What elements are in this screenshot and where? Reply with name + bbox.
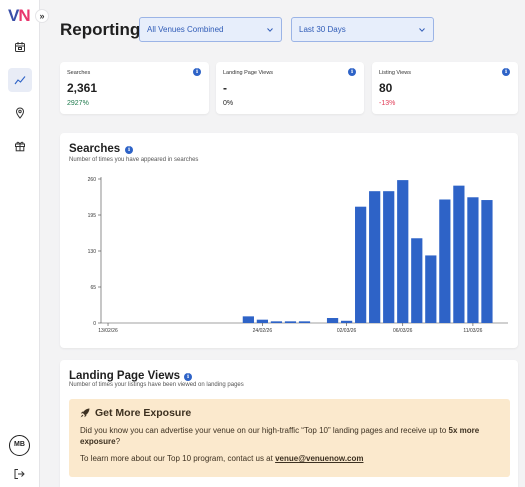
bar-26/02/26[interactable] (284, 321, 297, 323)
promo-contact: To learn more about our Top 10 program, … (80, 454, 364, 463)
y-tick-label: 130 (88, 249, 97, 255)
bar-24/02/26[interactable] (256, 319, 269, 323)
venue-select-value: All Venues Combined (147, 25, 224, 34)
searches-panel: Searches i Number of times you have appe… (60, 133, 518, 348)
venuenow-logo[interactable]: VN (8, 6, 31, 26)
promo-title: Get More Exposure (95, 407, 192, 419)
bar-08/03/26[interactable] (425, 255, 437, 323)
x-tick-label: 11/03/26 (463, 328, 482, 334)
searches-bar-chart: 0 65 130 195 260 13/02/26 24/02/26 02/03/26 06/0… (88, 177, 508, 334)
page-title: Reporting (60, 20, 141, 39)
searches-title: Searches (69, 143, 121, 155)
stat-card-searches: Searches i 2,361 2927% (60, 62, 209, 114)
x-tick-label: 06/03/26 (393, 328, 413, 334)
contact-email-link[interactable]: venue@venuenow.com (275, 454, 364, 463)
sidebar: VN » MB (0, 0, 49, 487)
promo-text: Did you know you can advertise your venu… (80, 426, 480, 446)
stat-value: - (223, 81, 227, 95)
logout-icon[interactable] (13, 468, 25, 480)
info-icon[interactable]: i (348, 68, 356, 76)
stat-value: 2,361 (67, 81, 98, 95)
bar-09/03/26[interactable] (439, 199, 451, 323)
trend-chart-icon (14, 76, 26, 85)
searches-subtitle: Number of times you have appeared in sea… (69, 157, 199, 163)
stat-card-landing-page-views: Landing Page Views i - 0% (216, 62, 364, 114)
gift-icon (15, 141, 25, 152)
stat-change: 2927% (67, 100, 89, 107)
stat-change: -13% (379, 100, 396, 107)
y-tick-label: 260 (88, 177, 97, 183)
expand-sidebar-button[interactable]: » (35, 9, 49, 23)
date-range-select[interactable]: Last 30 Days (291, 17, 434, 42)
location-pin-icon (15, 107, 25, 119)
y-tick-label: 195 (88, 213, 97, 219)
stat-value: 80 (379, 81, 393, 95)
sidebar-item-locations[interactable] (8, 101, 32, 125)
stat-label: Listing Views (379, 70, 411, 76)
bar-27/02/26[interactable] (298, 321, 311, 323)
info-icon[interactable]: i (125, 146, 133, 154)
bar-02/03/26[interactable] (340, 320, 353, 323)
chevron-down-icon (419, 28, 425, 32)
sidebar-item-offers[interactable] (8, 134, 32, 158)
bar-11/03/26[interactable] (467, 197, 479, 323)
landing-title: Landing Page Views (69, 370, 180, 382)
info-icon[interactable]: i (502, 68, 510, 76)
logo-letter-v: V (8, 6, 19, 25)
stat-label: Landing Page Views (223, 70, 274, 76)
x-tick-label: 13/02/26 (98, 328, 118, 334)
stat-change: 0% (223, 100, 234, 107)
chevron-down-icon (267, 28, 273, 32)
bar-03/03/26[interactable] (355, 206, 367, 323)
bar-25/02/26[interactable] (270, 321, 283, 323)
promo-banner: Get More Exposure Did you know you can a… (69, 399, 510, 477)
info-icon[interactable]: i (193, 68, 201, 76)
bar-12/03/26[interactable] (481, 200, 493, 323)
sidebar-item-reporting[interactable] (8, 68, 32, 92)
bar-05/03/26[interactable] (383, 191, 395, 323)
bar-04/03/26[interactable] (369, 191, 381, 323)
x-tick-label: 24/02/26 (253, 328, 273, 334)
date-range-value: Last 30 Days (299, 25, 346, 34)
bar-07/03/26[interactable] (411, 238, 423, 323)
user-avatar[interactable]: MB (9, 435, 30, 456)
stat-label: Searches (67, 70, 91, 76)
landing-subtitle: Number of times your listings have been … (69, 382, 244, 388)
y-tick-label: 65 (90, 285, 96, 291)
info-icon[interactable]: i (184, 373, 192, 381)
bar-23/02/26[interactable] (242, 316, 254, 323)
y-tick-label: 0 (93, 321, 96, 327)
bar-06/03/26[interactable] (397, 180, 409, 323)
bar-01/03/26[interactable] (326, 318, 339, 323)
bar-10/03/26[interactable] (453, 185, 465, 323)
stat-card-listing-views: Listing Views i 80 -13% (372, 62, 518, 114)
sidebar-item-calendar[interactable] (8, 35, 32, 59)
rocket-icon (80, 408, 90, 418)
venue-select[interactable]: All Venues Combined (139, 17, 282, 42)
x-tick-label: 02/03/26 (337, 328, 357, 334)
landing-page-views-panel: Landing Page Views i Number of times you… (60, 360, 518, 487)
calendar-icon (15, 42, 25, 52)
logo-letter-n: N (18, 6, 30, 25)
